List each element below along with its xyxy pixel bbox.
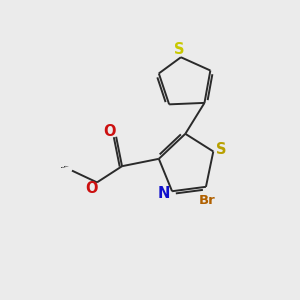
Text: O: O (103, 124, 116, 139)
Text: S: S (216, 142, 227, 158)
Text: methyl: methyl (64, 166, 69, 167)
Text: methyl: methyl (61, 167, 66, 168)
Text: N: N (158, 186, 170, 201)
Text: O: O (85, 182, 98, 196)
Text: S: S (174, 42, 185, 57)
Text: Br: Br (199, 194, 216, 207)
